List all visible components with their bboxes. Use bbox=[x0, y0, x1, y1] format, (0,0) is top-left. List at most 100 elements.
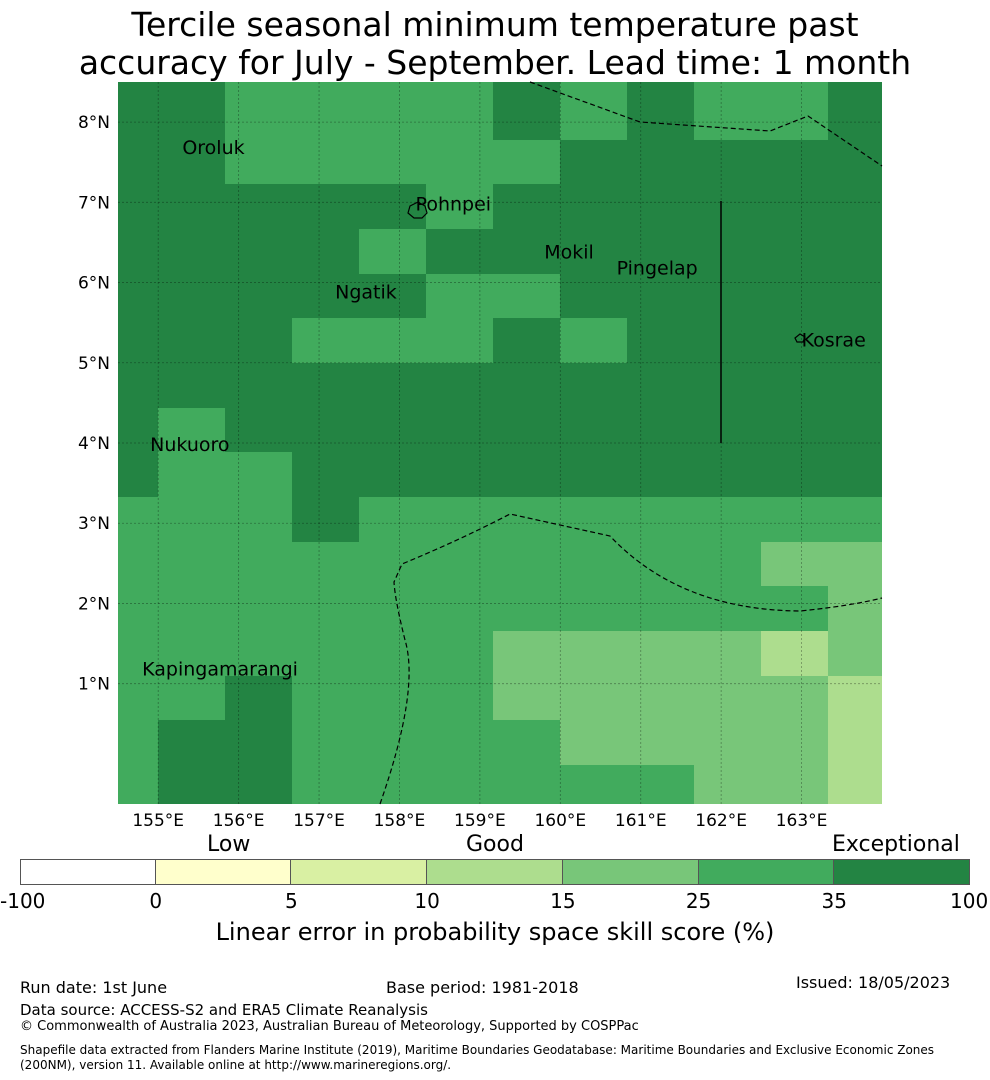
longitude-tick-label: 159°E bbox=[454, 811, 506, 831]
skill-cell bbox=[118, 497, 292, 542]
skill-cell bbox=[359, 229, 426, 274]
colorbar-tick-label: 5 bbox=[285, 889, 298, 913]
shapefile-credit-line-1: Shapefile data extracted from Flanders M… bbox=[20, 1043, 935, 1057]
skill-cell bbox=[828, 82, 882, 140]
skill-cell bbox=[225, 82, 493, 140]
place-label: Pingelap bbox=[617, 258, 698, 280]
latitude-tick-label: 8°N bbox=[78, 113, 110, 133]
colorbar-axis-label: Linear error in probability space skill … bbox=[215, 918, 775, 946]
skill-cell bbox=[560, 82, 627, 140]
skill-cell bbox=[118, 229, 359, 274]
skill-cell bbox=[118, 140, 225, 184]
title-line-1: Tercile seasonal minimum temperature pas… bbox=[131, 5, 859, 44]
base-period: Base period: 1981-2018 bbox=[386, 978, 579, 997]
skill-cell bbox=[118, 184, 426, 229]
skill-cell bbox=[694, 765, 828, 804]
title-line-2: accuracy for July - September. Lead time… bbox=[78, 43, 912, 82]
colorbar-tick-label: 10 bbox=[414, 889, 440, 913]
skill-cell bbox=[118, 274, 426, 318]
skill-cell bbox=[761, 631, 828, 676]
place-label: Kapingamarangi bbox=[142, 659, 298, 681]
skill-cell bbox=[225, 408, 882, 452]
skill-cell bbox=[118, 631, 493, 676]
skill-cell bbox=[158, 408, 225, 452]
latitude-tick-label: 6°N bbox=[78, 274, 110, 294]
skill-cell bbox=[292, 676, 493, 720]
skill-cell bbox=[828, 720, 882, 765]
longitude-tick-label: 161°E bbox=[615, 811, 667, 831]
skill-cell bbox=[359, 497, 882, 542]
pohnpei-island-outline bbox=[407, 201, 428, 219]
colorbar-low-label: Low bbox=[207, 832, 251, 857]
colorbar-tick-label: 15 bbox=[550, 889, 576, 913]
skill-cell bbox=[118, 318, 292, 363]
skill-cell bbox=[225, 140, 560, 184]
skill-cell bbox=[118, 542, 761, 586]
skill-cell bbox=[426, 184, 493, 229]
skill-cell bbox=[493, 184, 882, 229]
eez-boundary-south bbox=[379, 513, 883, 805]
skill-cell bbox=[627, 318, 882, 363]
colorbar-swatch bbox=[427, 859, 563, 885]
skill-cell bbox=[292, 497, 359, 542]
skill-cell bbox=[493, 82, 560, 140]
kosrae-island-outline bbox=[794, 333, 806, 343]
longitude-tick-label: 155°E bbox=[132, 811, 184, 831]
skill-cell bbox=[560, 318, 627, 363]
colorbar-swatch bbox=[20, 859, 156, 885]
place-labels: Oroluk Pohnpei Mokil Pingelap Ngatik Kosrae Nu… bbox=[142, 137, 866, 680]
skill-cell bbox=[292, 452, 882, 497]
issued-date: Issued: 18/05/2023 bbox=[796, 973, 951, 992]
skill-cell bbox=[292, 765, 694, 804]
latitude-tick-label: 3°N bbox=[78, 514, 110, 534]
skill-cell bbox=[158, 765, 292, 804]
place-label: Mokil bbox=[544, 241, 594, 263]
skill-cell bbox=[828, 676, 882, 720]
map-gridlines bbox=[118, 82, 882, 804]
skill-cell bbox=[761, 542, 882, 586]
skill-cell bbox=[118, 586, 828, 631]
skill-cell bbox=[118, 676, 225, 720]
latitude-tick-label: 5°N bbox=[78, 354, 110, 374]
skill-cell bbox=[493, 631, 761, 676]
skill-cell bbox=[828, 586, 882, 631]
latitude-tick-label: 7°N bbox=[78, 193, 110, 213]
latitude-tick-label: 4°N bbox=[78, 434, 110, 454]
colorbar-tick-label: 0 bbox=[149, 889, 163, 913]
skill-cell bbox=[118, 720, 158, 765]
longitude-tick-label: 163°E bbox=[776, 811, 828, 831]
skill-cell bbox=[560, 720, 828, 765]
skill-cell bbox=[493, 318, 560, 363]
skill-cell bbox=[493, 676, 828, 720]
skill-cell bbox=[560, 140, 882, 184]
skill-grid bbox=[118, 82, 882, 804]
latitude-tick-label: 2°N bbox=[78, 594, 110, 614]
place-label: Nukuoro bbox=[150, 434, 229, 456]
place-label: Oroluk bbox=[182, 137, 244, 159]
skill-cell bbox=[118, 363, 882, 408]
colorbar-good-label: Good bbox=[466, 832, 524, 857]
skill-cell bbox=[828, 631, 882, 676]
colorbar-swatch bbox=[698, 859, 835, 885]
longitude-tick-label: 160°E bbox=[534, 811, 586, 831]
skill-cell bbox=[426, 274, 560, 318]
copyright-notice: © Commonwealth of Australia 2023, Austra… bbox=[20, 1019, 639, 1034]
colorbar-swatch bbox=[291, 859, 428, 885]
longitude-tick-label: 157°E bbox=[293, 811, 345, 831]
colorbar-tick-label: 35 bbox=[821, 889, 848, 913]
axis-tick-labels: 155°E 156°E 157°E 158°E 159°E 160°E 161°E 162°E… bbox=[78, 113, 827, 831]
data-source: Data source: ACCESS-S2 and ERA5 Climate … bbox=[20, 1001, 428, 1019]
skill-cell bbox=[158, 720, 292, 765]
colorbar-tick-label: -100 bbox=[0, 889, 46, 913]
skill-cell bbox=[118, 765, 158, 804]
colorbar-exceptional-label: Exceptional bbox=[832, 832, 960, 857]
skill-cell bbox=[118, 82, 225, 140]
skill-cell bbox=[292, 318, 493, 363]
skill-cell bbox=[828, 765, 882, 804]
place-label: Ngatik bbox=[335, 282, 397, 304]
longitude-tick-label: 158°E bbox=[374, 811, 426, 831]
colorbar-swatch bbox=[562, 859, 699, 885]
island-outlines bbox=[407, 201, 806, 343]
place-label: Kosrae bbox=[802, 330, 866, 352]
